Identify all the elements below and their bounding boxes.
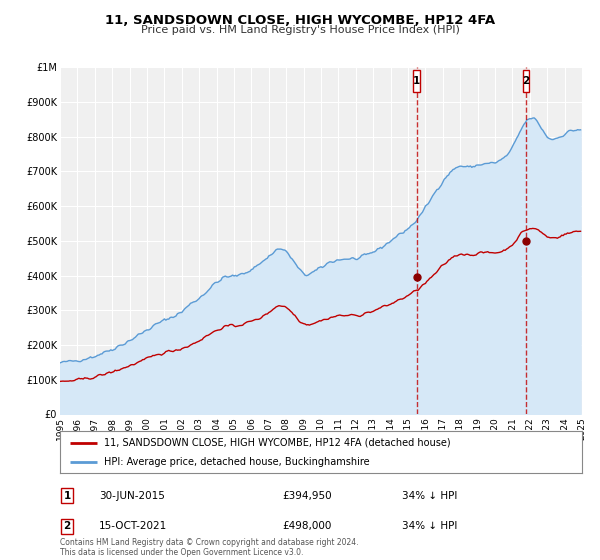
Text: £498,000: £498,000 [282, 521, 331, 531]
Text: 34% ↓ HPI: 34% ↓ HPI [402, 491, 457, 501]
Text: 30-JUN-2015: 30-JUN-2015 [99, 491, 165, 501]
Text: HPI: Average price, detached house, Buckinghamshire: HPI: Average price, detached house, Buck… [104, 457, 370, 467]
Text: 34% ↓ HPI: 34% ↓ HPI [402, 521, 457, 531]
Text: Price paid vs. HM Land Registry's House Price Index (HPI): Price paid vs. HM Land Registry's House … [140, 25, 460, 35]
Text: 2: 2 [64, 521, 71, 531]
Text: £394,950: £394,950 [282, 491, 332, 501]
Text: 15-OCT-2021: 15-OCT-2021 [99, 521, 167, 531]
Text: 11, SANDSDOWN CLOSE, HIGH WYCOMBE, HP12 4FA (detached house): 11, SANDSDOWN CLOSE, HIGH WYCOMBE, HP12 … [104, 437, 451, 447]
FancyBboxPatch shape [523, 70, 529, 91]
Text: 2: 2 [523, 76, 530, 86]
Text: Contains HM Land Registry data © Crown copyright and database right 2024.
This d: Contains HM Land Registry data © Crown c… [60, 538, 359, 557]
Text: 1: 1 [64, 491, 71, 501]
FancyBboxPatch shape [413, 70, 420, 91]
Text: 11, SANDSDOWN CLOSE, HIGH WYCOMBE, HP12 4FA: 11, SANDSDOWN CLOSE, HIGH WYCOMBE, HP12 … [105, 14, 495, 27]
Text: 1: 1 [413, 76, 421, 86]
